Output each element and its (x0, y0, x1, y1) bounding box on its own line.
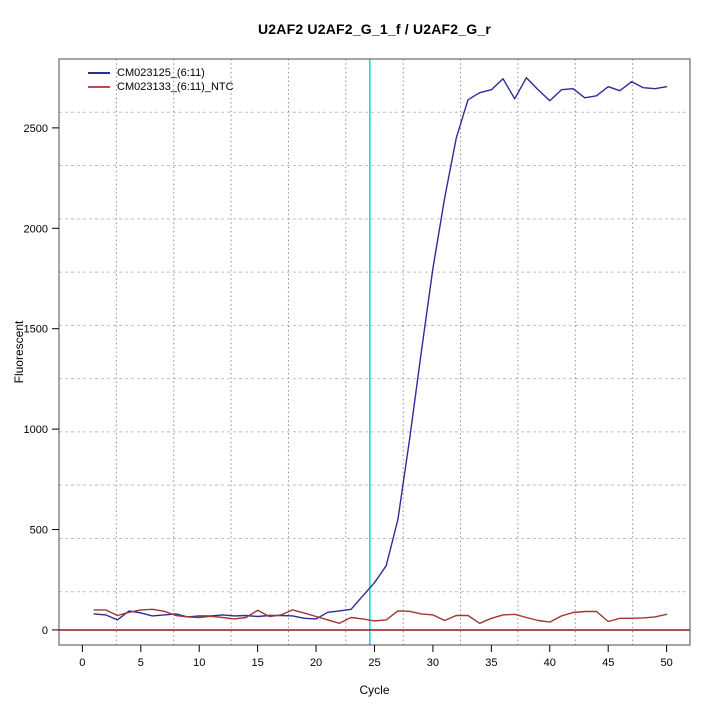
legend-item-sample: CM023125_(6:11) (88, 66, 234, 80)
legend-label-ntc: CM023133_(6:11)_NTC (117, 81, 234, 93)
legend-label-sample: CM023125_(6:11) (117, 67, 205, 79)
plot-title: U2AF2 U2AF2_G_1_f / U2AF2_G_r (258, 21, 491, 37)
x-axis-title: Cycle (359, 683, 390, 697)
svg-text:1500: 1500 (24, 324, 48, 336)
svg-text:2500: 2500 (24, 123, 48, 135)
svg-text:30: 30 (427, 657, 439, 669)
y-axis-title: Fluorescent (12, 320, 26, 384)
svg-text:10: 10 (193, 657, 205, 669)
svg-text:50: 50 (661, 657, 673, 669)
svg-text:35: 35 (485, 657, 497, 669)
svg-text:2000: 2000 (24, 223, 48, 235)
legend: CM023125_(6:11) CM023133_(6:11)_NTC (88, 66, 234, 94)
svg-text:40: 40 (544, 657, 556, 669)
svg-text:5: 5 (138, 657, 144, 669)
svg-text:20: 20 (310, 657, 322, 669)
svg-text:1000: 1000 (24, 424, 48, 436)
legend-item-ntc: CM023133_(6:11)_NTC (88, 80, 234, 94)
svg-text:25: 25 (368, 657, 380, 669)
svg-text:500: 500 (30, 525, 48, 537)
sample-line-swatch-icon (88, 72, 110, 74)
ntc-line-swatch-icon (88, 86, 110, 88)
svg-text:0: 0 (42, 625, 48, 637)
svg-text:45: 45 (602, 657, 614, 669)
svg-text:15: 15 (252, 657, 264, 669)
svg-text:0: 0 (79, 657, 85, 669)
